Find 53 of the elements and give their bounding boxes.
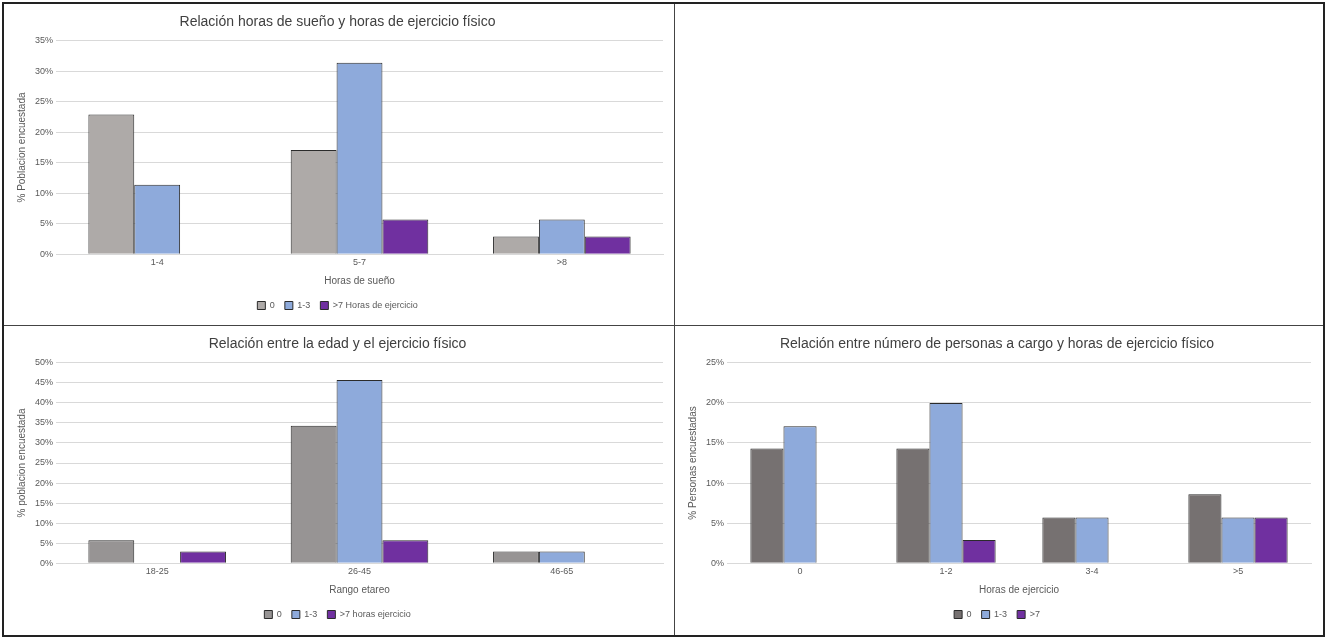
y-tick-label: 25% [35,96,54,107]
y-axis-title: % Poblacion encuestada [15,92,27,203]
y-tick-label: 35% [35,417,54,428]
y-tick-label: 35% [35,35,54,46]
x-axis-title: Rango etareo [329,583,391,595]
y-tick-label: 50% [35,357,54,368]
legend-label: 1-3 [297,299,311,310]
y-tick-label: 25% [35,457,54,468]
chart-title: Relación horas de sueño y horas de ejercicio físico [179,13,496,30]
x-axis-title: Horas de ejercicio [978,583,1060,595]
y-tick-label: 0% [711,557,725,568]
y-tick-label: 45% [35,377,54,388]
y-tick-label: 10% [35,517,54,528]
y-tick-label: 15% [35,497,54,508]
legend-label: 0 [276,608,282,619]
x-tick-label: 1-4 [150,257,164,268]
chart-title: Relación entre número de personas a cargo y horas de ejercicio físico [779,335,1215,352]
y-tick-label: 10% [35,187,54,198]
x-tick-label: 46-65 [550,566,574,577]
y-tick-label: 0% [40,248,54,259]
y-axis-title: % Personas encuestadas [686,406,698,520]
x-tick-label: 5-7 [353,257,367,268]
legend-label: >7 Horas de ejercicio [332,299,418,310]
y-tick-label: 25% [706,357,725,368]
chart-title: Relación entre la edad y el ejercicio físico [208,335,467,352]
x-tick-label: 18-25 [145,566,169,577]
legend-label: 0 [269,299,275,310]
y-axis-title: % poblacion encuestada [15,408,27,518]
y-tick-label: 30% [35,65,54,76]
y-tick-label: 15% [35,157,54,168]
legend-label: 0 [966,608,972,619]
y-tick-label: 20% [35,477,54,488]
x-axis-title: Horas de sueño [324,274,396,286]
y-tick-label: 0% [40,557,54,568]
y-tick-label: 20% [35,126,54,137]
x-tick-label: 0 [797,566,803,577]
x-tick-label: >8 [556,257,567,268]
y-tick-label: 20% [706,397,725,408]
y-tick-label: 40% [35,397,54,408]
x-tick-label: 1-2 [939,566,953,577]
legend-label: >7 horas ejercicio [339,608,411,619]
y-tick-label: 5% [711,517,725,528]
legend-label: >7 [1029,608,1040,619]
y-tick-label: 5% [40,537,54,548]
x-tick-label: >5 [1232,566,1244,577]
y-tick-label: 5% [40,218,54,229]
y-tick-label: 10% [706,477,725,488]
y-tick-label: 15% [706,437,725,448]
legend-label: 1-3 [304,608,318,619]
x-tick-label: 26-45 [347,566,372,577]
y-tick-label: 30% [35,437,54,448]
legend-label: 1-3 [994,608,1008,619]
x-tick-label: 3-4 [1085,566,1099,577]
